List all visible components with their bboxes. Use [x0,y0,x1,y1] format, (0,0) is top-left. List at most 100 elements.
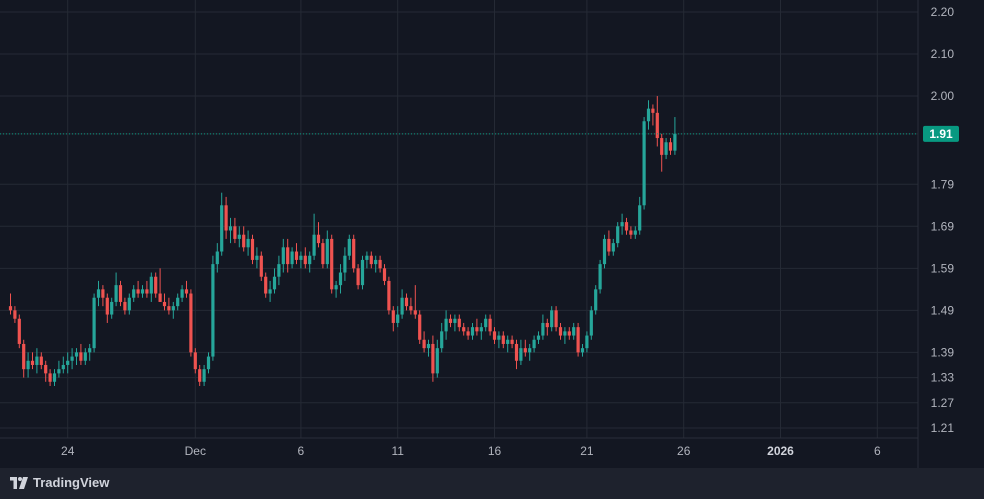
candle [519,339,523,365]
candle [281,238,285,273]
candle [598,259,602,294]
candle [215,243,219,273]
candle-body [382,268,387,281]
candle-body [316,234,321,244]
vertical-grid [67,0,878,438]
price-tick-label: 1.27 [931,396,955,410]
candle [264,272,268,298]
candle-body [563,331,567,336]
candle-body [114,285,118,302]
time-tick-label: 11 [391,444,404,458]
time-tick-label: 6 [298,444,305,458]
candle-body [567,331,571,336]
candle [492,327,497,344]
candle-body [396,314,400,323]
candle [611,238,615,256]
candle-body [259,255,263,277]
candle [202,364,206,386]
candle [330,234,334,294]
candle-body [57,369,61,374]
candle-body [171,306,175,311]
candle [83,348,87,365]
candle-body [440,331,444,349]
candle-body [52,373,57,382]
candle-body [206,356,211,370]
candle [536,331,541,344]
candle [96,280,101,307]
candle [347,234,351,260]
candle [457,314,461,332]
candle-body [514,343,519,361]
candle-body [79,352,83,361]
candle [158,268,162,302]
candle-body [96,289,101,298]
candle-body [237,234,241,239]
candle-body [127,297,131,311]
horizontal-grid [0,11,918,429]
candle-body [607,238,611,252]
candle [48,369,52,386]
candle-body [426,343,431,349]
candle-body [30,360,35,365]
candle [369,251,373,269]
candle-body [211,264,215,357]
candle [198,364,202,386]
candle [453,314,457,332]
chart-area[interactable]: 2.20 2.10 2.00 1.91 1.79 1.69 1.59 1.49 1.39 1.33… [0,0,984,468]
candle [638,196,642,235]
candle-body [523,348,527,353]
candle-body [444,318,448,332]
price-tick-label: 2.10 [931,47,955,61]
candle-body [198,369,202,382]
candle [8,293,13,315]
candle [136,280,140,298]
candle-body [536,335,541,340]
price-tick-label: 2.20 [931,5,955,19]
candle [382,264,387,286]
candle-body [277,264,281,277]
candle [607,230,611,256]
candle [497,331,501,349]
candle-body [272,276,277,290]
price-chart[interactable]: 2.20 2.10 2.00 1.91 1.79 1.69 1.59 1.49 1.39 1.33… [0,0,984,468]
candle-body [475,327,479,332]
time-tick-label: 16 [488,444,502,458]
candle-body [466,331,470,336]
candle-body [303,255,307,265]
tradingview-brand[interactable]: TradingView [10,475,109,490]
candle [79,343,83,365]
candle-body [660,138,664,155]
candle [558,322,563,340]
candle-body [162,301,167,307]
candle [594,285,598,315]
candle-body [105,297,109,315]
time-tick-label: 6 [874,444,881,458]
candle [193,348,197,374]
candle [567,327,571,340]
price-axis: 2.20 2.10 2.00 1.91 1.79 1.69 1.59 1.49 1.39 1.33… [931,5,955,435]
candle-body [479,327,483,332]
candle-body [360,259,365,286]
candle-body [532,339,536,349]
candle [563,327,567,344]
candle-body [312,234,316,256]
price-tick-label: 1.21 [931,421,955,435]
candle-body [167,306,171,311]
candle-body [294,251,299,260]
candle-body [13,310,17,319]
candle [352,234,356,273]
candle [501,331,505,349]
candle-body [140,289,145,294]
candle-body [501,335,505,344]
candle [550,306,554,332]
candle-body [431,343,435,374]
candle [572,322,576,340]
candle [74,348,79,365]
candle [250,234,255,265]
candle-body [646,108,651,122]
candle-body [193,352,197,370]
candle [61,356,65,374]
candle-body [418,314,422,340]
tradingview-logo-icon [10,476,28,489]
candle [448,314,453,328]
